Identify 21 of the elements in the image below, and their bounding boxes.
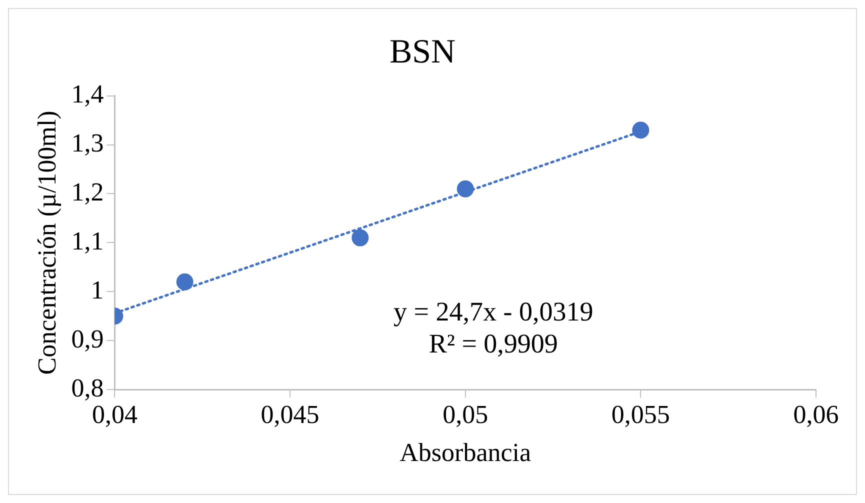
- y-tick-label: 1,1: [71, 226, 104, 256]
- x-tick-label: 0,05: [442, 400, 488, 430]
- annotation: R² = 0,9909: [428, 328, 558, 358]
- y-tick-label: 1,3: [71, 128, 104, 158]
- y-tick-label: 1,2: [71, 178, 104, 207]
- x-axis-title: Absorbancia: [400, 438, 532, 468]
- x-tick-label: 0,045: [260, 400, 320, 430]
- point: [352, 229, 369, 246]
- point: [176, 273, 194, 290]
- x-tick-label: 0,055: [611, 400, 670, 430]
- y-axis-title: Concentración (µ/100ml): [32, 110, 62, 375]
- y-tick-label: 1,4: [71, 80, 104, 109]
- y-tick-label: 1: [90, 275, 104, 304]
- chart-title: BSN: [389, 33, 456, 70]
- x-tick-label: 0,06: [793, 400, 839, 430]
- annotation: y = 24,7x - 0,0319: [394, 296, 594, 326]
- y-tick-label: 0,9: [71, 324, 104, 354]
- point: [632, 122, 650, 139]
- point: [456, 180, 474, 198]
- y-tick-label: 0,8: [71, 373, 104, 402]
- x-tick-label: 0,04: [92, 400, 138, 430]
